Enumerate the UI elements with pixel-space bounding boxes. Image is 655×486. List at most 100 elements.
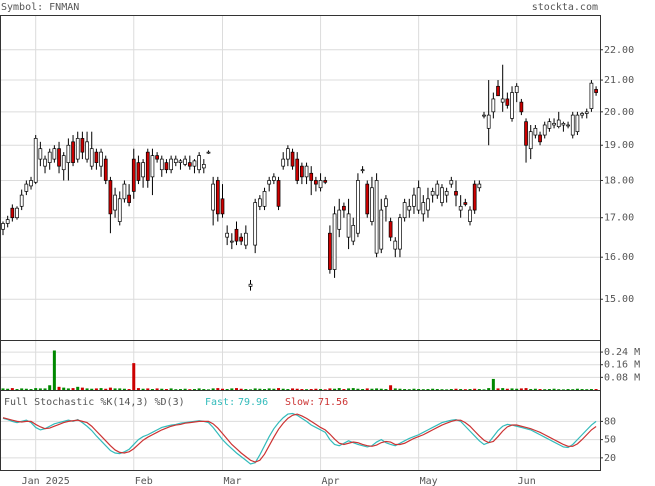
stochastic-line (2, 412, 597, 465)
candle-body (201, 164, 206, 169)
y-tick-label: 22.00 (604, 45, 634, 56)
volume-bar (594, 389, 598, 390)
candle-body (24, 183, 29, 192)
slow-label: Slow: (285, 397, 315, 408)
volume-bar (122, 388, 126, 390)
volume-bar (473, 388, 477, 390)
candle-body (556, 119, 561, 128)
volume-bar (575, 388, 579, 390)
candle-body (458, 205, 463, 211)
volume-bar (449, 389, 453, 390)
volume-bar (295, 388, 299, 390)
volume-bar (169, 388, 173, 390)
volume-bar (561, 389, 565, 390)
candle-body (360, 169, 365, 172)
candle-body (215, 180, 220, 215)
candle-body (272, 176, 276, 181)
candle-body (552, 122, 556, 126)
candle-body (150, 155, 155, 178)
volume-bar (431, 388, 435, 390)
candle-body (1, 223, 5, 230)
candle-body (253, 202, 258, 246)
candle-body (393, 240, 398, 250)
candle-body (71, 141, 75, 163)
stochastic-line (2, 413, 597, 463)
volume-bar (29, 389, 33, 390)
candle-body (412, 194, 416, 207)
y-tick-label: 16.00 (604, 252, 634, 263)
candle-body (47, 151, 52, 163)
candle-body (94, 151, 99, 163)
candle-body (491, 98, 496, 113)
volume-bar (356, 388, 360, 390)
y-tick-label: 50 (604, 435, 616, 446)
candle-body (547, 121, 552, 129)
candle-body (75, 138, 80, 160)
volume-bar (347, 388, 351, 390)
candle-body (328, 232, 332, 270)
candle-body (379, 209, 384, 250)
candle-body (155, 155, 159, 160)
volume-bar (440, 389, 444, 390)
volume-bar (220, 388, 224, 390)
volume-bar (389, 385, 393, 390)
volume-bar (445, 389, 449, 390)
candle-body (300, 165, 304, 178)
candle-body (57, 148, 61, 167)
volume-bar (501, 388, 505, 390)
candle-body (435, 183, 440, 196)
volume-bar (342, 389, 346, 390)
volume-bar (426, 389, 430, 390)
candle-body (295, 158, 300, 181)
volume-bar (71, 388, 75, 390)
volume-bar (314, 388, 318, 390)
volume-bar (118, 388, 122, 390)
candle-body (122, 183, 127, 200)
volume-bar (192, 389, 196, 390)
candle-body (248, 283, 253, 287)
y-tick-label: 20 (604, 453, 616, 464)
candle-body (384, 198, 388, 207)
volume-bar (515, 388, 519, 390)
candle-body (211, 183, 215, 211)
candle-body (486, 114, 491, 129)
candle-body (314, 180, 318, 185)
candle-body (337, 209, 342, 230)
candle-body (542, 124, 547, 136)
volume-bar (272, 388, 276, 390)
y-tick-label: 80 (604, 416, 616, 427)
volume-bar (589, 389, 593, 390)
volume-bar (66, 388, 70, 390)
volume-bar (412, 388, 416, 390)
candle-body (89, 148, 94, 167)
candle-body (276, 180, 281, 207)
volume-bar (524, 388, 528, 390)
candle-body (99, 151, 103, 167)
candle-body (52, 148, 57, 160)
y-tick-label: 0.24 M (604, 347, 640, 358)
volume-bar (113, 388, 117, 390)
candle-body (19, 194, 24, 207)
candle-body (113, 194, 117, 211)
volume-bar (361, 389, 365, 390)
candle-body (561, 122, 566, 126)
volume-bar (557, 389, 561, 390)
candle-body (234, 228, 239, 242)
candle-body (472, 183, 477, 211)
candle-body (440, 187, 444, 203)
x-tick-label: May (420, 476, 438, 486)
volume-bar (108, 387, 112, 390)
candle-body (580, 113, 584, 116)
volume-bar (15, 389, 19, 390)
volume-bar (178, 389, 182, 390)
volume-bar (225, 389, 229, 390)
volume-bar (421, 389, 425, 390)
candle-body (524, 121, 528, 146)
volume-bar (52, 350, 56, 390)
candle-body (482, 114, 486, 117)
volume-bar (533, 388, 537, 390)
volume-bar (249, 389, 253, 390)
x-tick-label: Feb (135, 476, 153, 486)
candle-body (468, 209, 472, 222)
